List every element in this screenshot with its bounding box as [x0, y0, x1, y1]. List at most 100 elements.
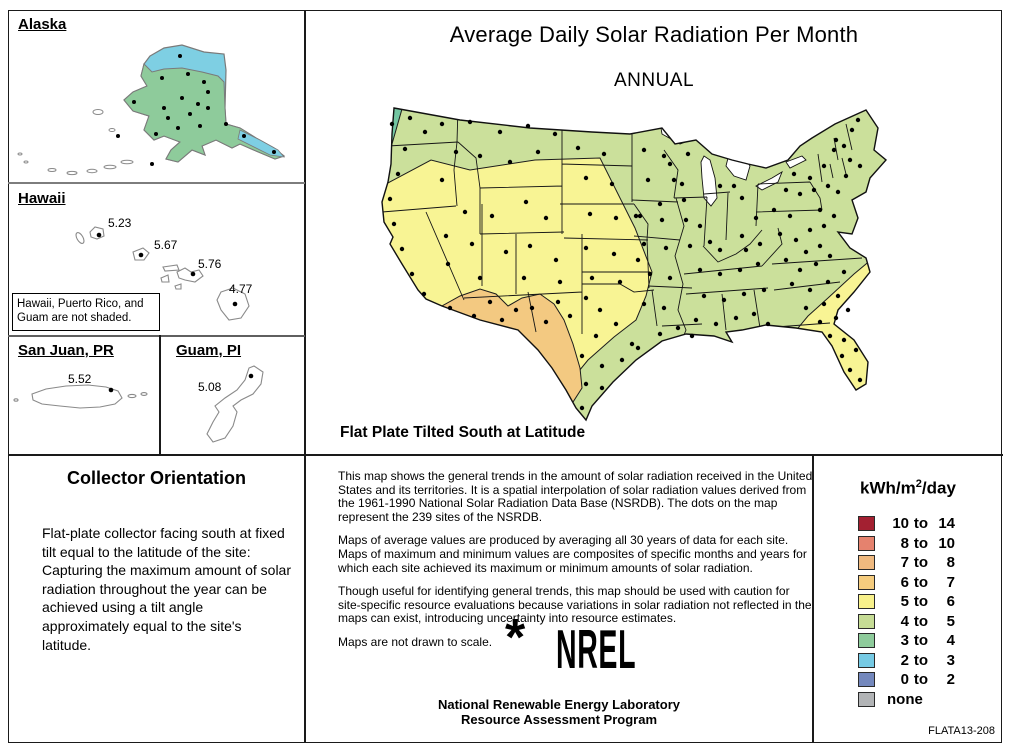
site-dot: [645, 177, 651, 183]
legend-label: 6 to 7: [900, 573, 955, 591]
site-dot: [807, 175, 813, 181]
alaska-site-dots: [116, 54, 276, 166]
hawaii-value-1: 5.23: [108, 216, 132, 230]
site-dot: [737, 267, 743, 273]
site-dot: [683, 217, 689, 223]
site-dot: [599, 385, 605, 391]
collector-orientation-body: Flat-plate collector facing south at fix…: [42, 525, 291, 653]
site-dot: [553, 257, 559, 263]
site-dot: [667, 275, 673, 281]
site-dot: [609, 181, 615, 187]
legend-row: 2 to 3: [858, 651, 955, 671]
site-dot: [761, 287, 767, 293]
site-dot: [567, 313, 573, 319]
description-paragraph: Though useful for identifying general tr…: [338, 584, 812, 626]
legend-swatch: [858, 672, 875, 688]
site-dot: [657, 331, 663, 337]
site-dot: [529, 305, 535, 311]
site-dot: [601, 151, 607, 157]
site-dot: [701, 293, 707, 299]
site-dot: [272, 150, 276, 154]
site-dot: [389, 121, 395, 127]
divider-sanjuan-guam: [159, 335, 161, 455]
state-borders-west: [382, 108, 655, 334]
site-dot: [617, 279, 623, 285]
site-dot: [489, 213, 495, 219]
site-dot: [543, 319, 549, 325]
legend-row: none: [858, 690, 955, 710]
site-dot: [667, 161, 673, 167]
map-caption: Flat Plate Tilted South at Latitude: [340, 424, 586, 441]
site-dot: [477, 153, 483, 159]
alaska-panhandle-water: [237, 129, 285, 158]
legend-label: 4 to 5: [900, 612, 955, 630]
site-dot: [593, 333, 599, 339]
site-dot: [583, 175, 589, 181]
site-dot: [166, 116, 170, 120]
site-dot: [641, 301, 647, 307]
site-dot: [733, 315, 739, 321]
divider-horizontal-main: [8, 454, 1003, 456]
guam-value: 5.08: [198, 380, 222, 394]
site-dot: [793, 237, 799, 243]
site-dot: [807, 287, 813, 293]
credit-line-2: Resource Assessment Program: [460, 712, 658, 727]
site-dot: [116, 134, 120, 138]
legend-unit-prefix: kWh/m: [860, 478, 916, 498]
legend-label: 0 to 2: [900, 671, 955, 689]
legend-row: 3 to 4: [858, 631, 955, 651]
divider-hawaii-sanjuan: [8, 335, 305, 337]
site-dot: [657, 201, 663, 207]
site-dot: [831, 213, 837, 219]
site-dot: [813, 261, 819, 267]
site-dot: [421, 291, 427, 297]
site-dot: [629, 341, 635, 347]
site-dot: [487, 299, 493, 305]
island-guam: [206, 365, 264, 443]
site-dot: [803, 305, 809, 311]
site-dot: [857, 377, 863, 383]
site-dot: [689, 333, 695, 339]
site-dot: [751, 311, 757, 317]
site-dot: [467, 119, 473, 125]
site-dot: [555, 299, 561, 305]
legend-swatch: [858, 633, 875, 649]
site-dot: [833, 315, 839, 321]
island-maui: [176, 267, 204, 283]
divider-legend: [812, 454, 814, 743]
site-dot: [713, 321, 719, 327]
island-molokai: [162, 264, 180, 272]
site-dot: [198, 124, 202, 128]
page-title: Average Daily Solar Radiation Per Month: [449, 22, 859, 47]
site-dot: [471, 313, 477, 319]
site-dot: [523, 199, 529, 205]
site-dot: [633, 213, 639, 219]
site-dot: [224, 122, 228, 126]
site-dot: [679, 181, 685, 187]
site-dot: [513, 307, 519, 313]
guam-map: [206, 365, 264, 443]
site-dot: [843, 173, 849, 179]
site-dot: [765, 321, 771, 327]
site-dot: [613, 321, 619, 327]
figure-code: FLATA13-208: [928, 725, 995, 737]
nrel-star-icon: *: [505, 609, 526, 667]
legend-swatch: [858, 691, 875, 707]
site-dot: [835, 293, 841, 299]
site-dot: [803, 249, 809, 255]
hawaii-value-2: 5.67: [154, 238, 178, 252]
hawaii-site-dots: [96, 232, 238, 307]
site-dot: [395, 171, 401, 177]
hawaii-value-3: 5.76: [198, 257, 222, 271]
credit-lines: National Renewable Energy Laboratory Res…: [305, 697, 813, 727]
hawaii-map: [75, 226, 250, 321]
site-dot: [857, 163, 863, 169]
site-dot: [697, 267, 703, 273]
legend-label: 7 to 8: [900, 554, 955, 572]
lake-erie: [755, 170, 783, 191]
site-dot: [777, 231, 783, 237]
site-dot: [637, 213, 643, 219]
site-dot: [499, 317, 505, 323]
site-dot: [497, 129, 503, 135]
site-dot: [206, 90, 210, 94]
